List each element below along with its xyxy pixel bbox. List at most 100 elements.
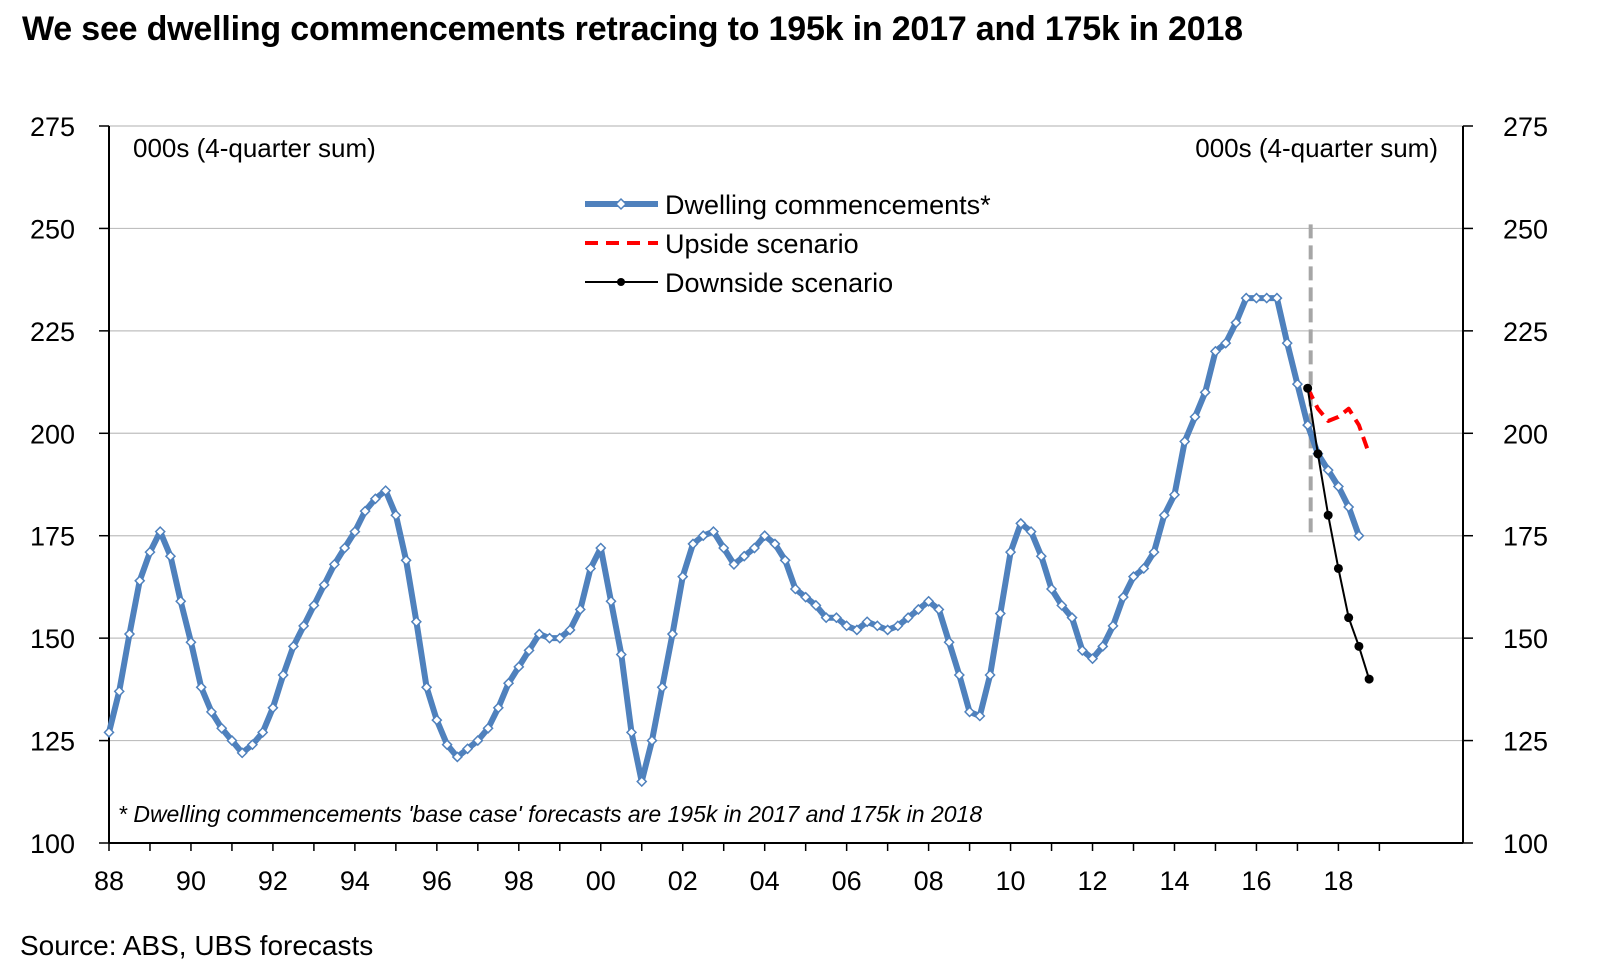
data-point-base (841, 620, 853, 632)
data-point-base (421, 681, 433, 693)
data-point-base (523, 644, 535, 656)
data-point-base (892, 620, 904, 632)
data-point-base (1230, 317, 1242, 329)
data-point-base (134, 575, 146, 587)
data-point-base (226, 735, 238, 747)
data-point-base (759, 530, 771, 542)
data-point-base (779, 554, 791, 566)
chart-title: We see dwelling commencements retracing … (22, 10, 1243, 48)
data-point-base (800, 591, 812, 603)
y-tick-label-left: 175 (30, 522, 75, 552)
data-point-base (933, 603, 945, 616)
x-tick-label: 10 (996, 866, 1026, 896)
y-tick-label-left: 125 (30, 727, 75, 757)
data-point-base (267, 702, 279, 714)
data-point-base (349, 526, 361, 538)
x-tick-label: 98 (504, 866, 534, 896)
data-point-base (380, 485, 392, 497)
data-point-base (1240, 292, 1252, 304)
data-point-base (451, 751, 463, 763)
data-point-base (1353, 530, 1365, 542)
left-unit-label: 000s (4-quarter sum) (133, 133, 376, 163)
data-point-base (595, 542, 607, 554)
y-tick-label-left: 275 (30, 112, 75, 142)
data-point-base (964, 706, 976, 718)
legend-label-downside: Downside scenario (665, 268, 893, 298)
data-point-base (195, 681, 207, 693)
data-point-base (738, 550, 750, 562)
y-tick-label-right: 250 (1503, 214, 1548, 244)
x-tick-label: 16 (1241, 866, 1271, 896)
data-point-base (584, 562, 597, 575)
footnote: * Dwelling commencements 'base case' for… (118, 801, 982, 827)
x-tick-label: 12 (1078, 866, 1108, 896)
data-point-base (984, 669, 996, 681)
data-point-base (861, 616, 873, 628)
data-point-base (502, 677, 515, 689)
data-point-base (1168, 489, 1181, 501)
data-point-base (359, 505, 371, 517)
data-point-base (339, 542, 351, 554)
data-point-base (871, 620, 883, 632)
data-point-base (1056, 599, 1068, 611)
data-point-base (400, 554, 412, 566)
legend: Dwelling commencements* Upside scenario … (585, 190, 991, 298)
data-point-base (943, 636, 955, 648)
legend-label-base: Dwelling commencements* (665, 190, 991, 220)
data-point-base (953, 669, 965, 681)
left-y-axis-ticks: 100 125 150 175 200 225 250 275 (30, 112, 109, 859)
data-point-base (123, 628, 136, 640)
data-point-downside (1333, 563, 1343, 573)
legend-marker-downside (617, 278, 625, 286)
data-point-downside (1303, 383, 1313, 393)
data-point-base (554, 632, 566, 644)
data-point-base (687, 538, 699, 550)
data-point-base (1148, 546, 1160, 558)
data-point-base (1179, 435, 1191, 448)
data-point-base (656, 681, 668, 693)
data-point-base (492, 702, 504, 714)
data-point-base (1302, 419, 1314, 431)
data-point-base (1025, 526, 1037, 538)
data-point-base (912, 603, 924, 616)
data-point-base (369, 493, 381, 505)
data-point-base (318, 579, 330, 591)
data-point-base (1015, 517, 1027, 529)
y-tick-label-left: 150 (30, 624, 75, 654)
data-point-base (482, 722, 494, 734)
data-point-base (308, 599, 320, 611)
data-point-base (605, 595, 617, 607)
data-point-base (882, 624, 894, 636)
data-point-base (994, 607, 1006, 620)
data-point-base (902, 612, 914, 624)
data-point-base (113, 685, 125, 697)
y-tick-label-right: 275 (1503, 112, 1548, 142)
data-point-base (707, 526, 720, 538)
data-point-base (1127, 571, 1140, 583)
data-point-base (298, 620, 310, 632)
y-tick-label-right: 225 (1503, 317, 1548, 347)
data-point-base (923, 595, 935, 607)
data-point-base (636, 775, 648, 788)
data-point-base (1066, 612, 1078, 624)
source-note: Source: ABS, UBS forecasts (20, 930, 374, 961)
data-point-base (462, 743, 474, 755)
data-point-base (625, 726, 638, 738)
data-point-base (810, 599, 822, 611)
data-point-base (1271, 292, 1283, 304)
data-point-base (236, 747, 248, 759)
data-point-base (789, 583, 801, 595)
data-point-base (1250, 292, 1263, 304)
data-point-base (328, 558, 340, 570)
x-tick-label: 04 (750, 866, 780, 896)
data-point-base (164, 550, 177, 562)
data-point-downside (1344, 613, 1354, 623)
y-tick-label-left: 100 (30, 829, 75, 859)
data-point-base (1291, 378, 1303, 390)
data-point-base (1035, 550, 1047, 562)
data-point-base (287, 640, 299, 652)
data-point-downside (1364, 674, 1374, 684)
data-point-base (615, 648, 627, 661)
data-point-base (533, 628, 545, 640)
data-point-base (1220, 337, 1232, 349)
